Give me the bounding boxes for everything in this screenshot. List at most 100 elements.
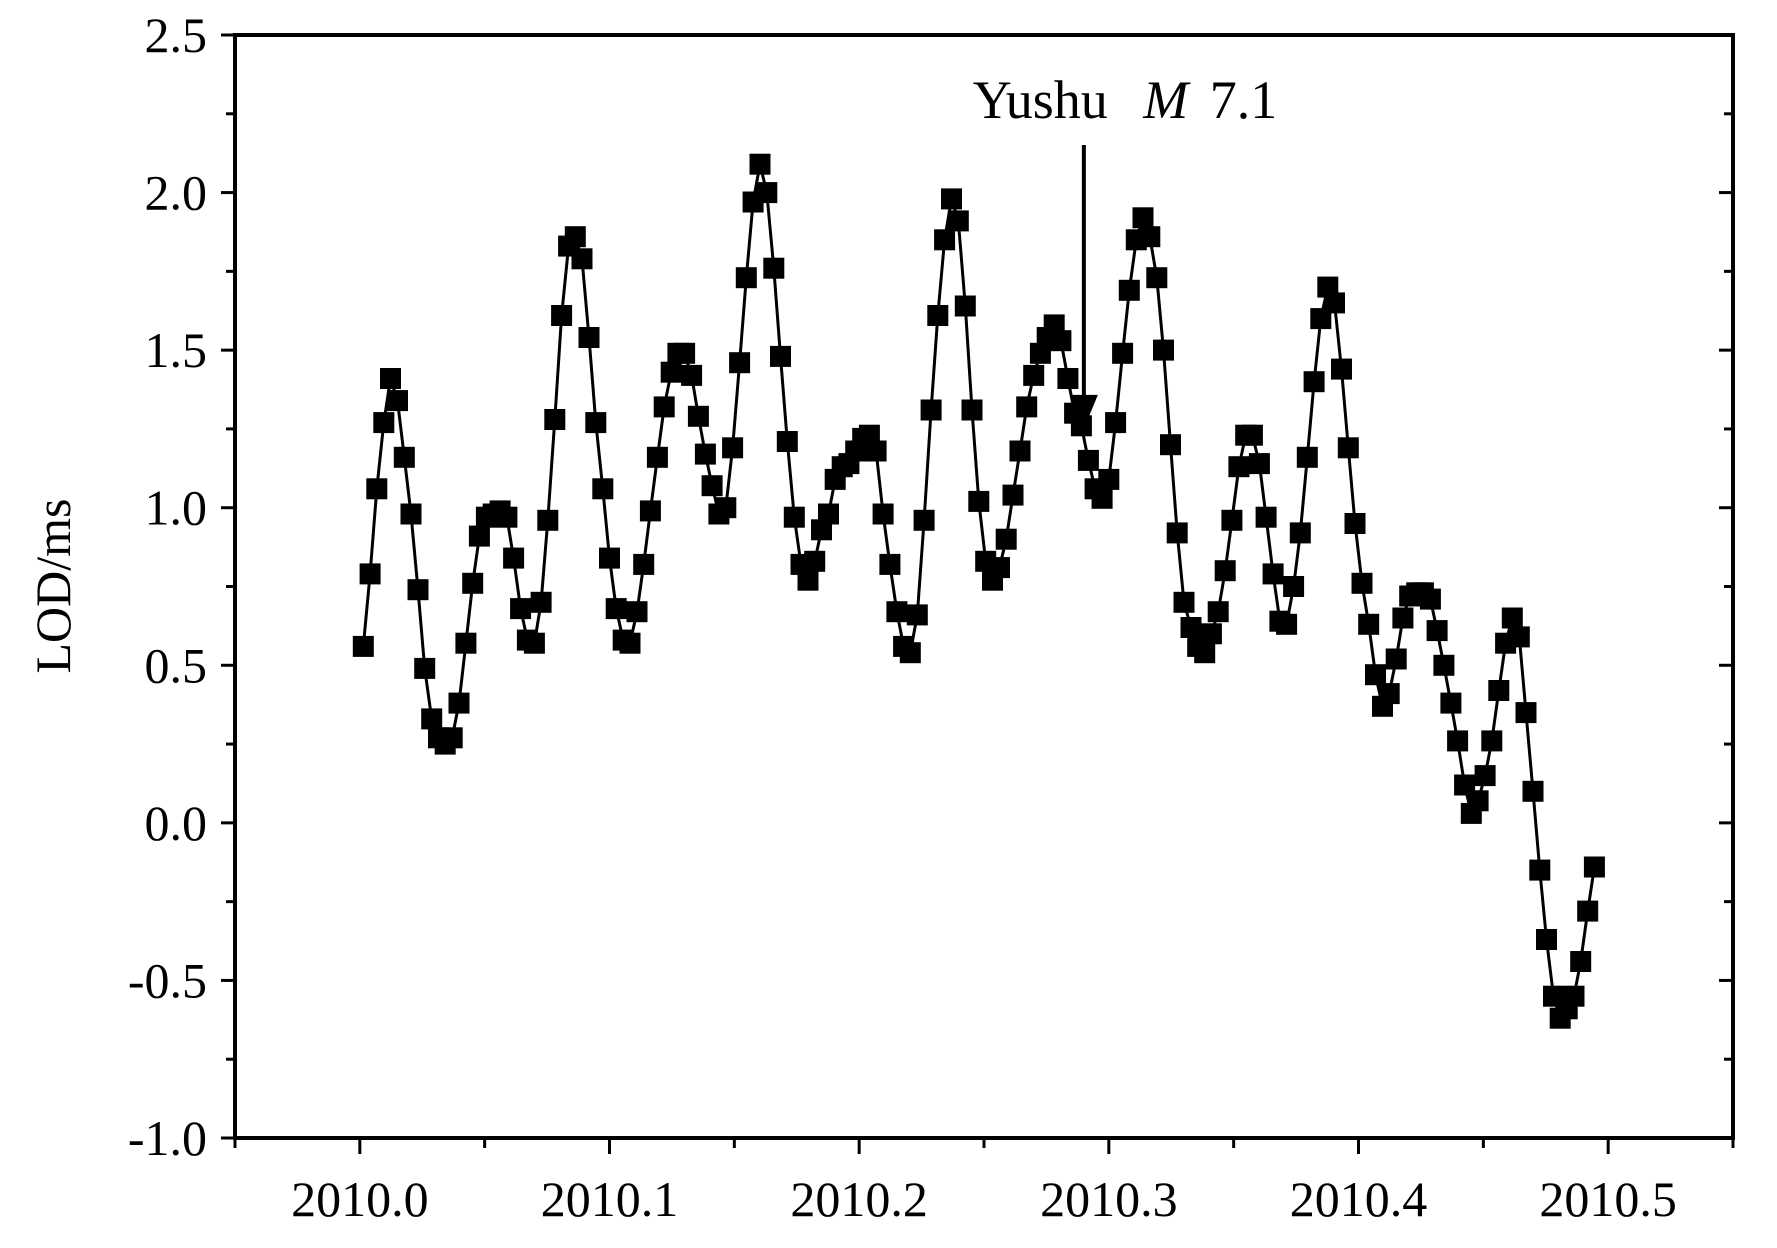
data-point [1207,601,1229,623]
data-point [1118,279,1140,301]
data-point [1296,446,1318,468]
data-point [366,478,388,500]
data-point [1248,453,1270,475]
data-point [1043,314,1065,336]
x-tick-label: 2010.5 [1539,1171,1677,1227]
data-point [1563,985,1585,1007]
data-point [1583,856,1605,878]
data-point [468,525,490,547]
data-point [387,390,408,412]
x-tick-label: 2010.4 [1290,1171,1428,1227]
data-point [1365,664,1386,686]
data-point [722,437,744,459]
data-point [380,368,401,389]
data-point [1488,680,1510,701]
data-point [1501,607,1523,629]
data-point [818,503,839,525]
data-point [934,229,956,251]
data-point [503,547,525,569]
data-point [1173,591,1195,613]
data-point [715,497,737,519]
data-point [1255,506,1277,528]
data-point [1508,626,1530,648]
data-point [1112,342,1134,364]
data-point [858,424,880,446]
data-point [1214,560,1236,582]
data-point [941,188,962,210]
data-point [448,692,470,714]
data-point [510,598,532,620]
data-point [1577,900,1599,922]
series-points [352,153,1605,1029]
data-point [1474,765,1496,787]
y-tick-label: 1.5 [145,322,208,378]
data-point [496,506,518,528]
data-point [763,257,785,279]
y-tick-label: 2.5 [145,7,208,63]
data-point [1023,364,1045,386]
data-point [1276,613,1298,635]
data-point [1570,951,1592,972]
data-point [954,295,976,317]
data-point [1303,371,1325,393]
x-tick-label: 2010.1 [541,1171,679,1227]
data-point [1228,456,1250,478]
y-tick-label: 0.0 [145,795,208,851]
x-tick-label: 2010.3 [1040,1171,1178,1227]
annotation-label: Yushu M 7.1 [973,70,1278,130]
data-point [373,412,395,434]
y-tick-label: 0.5 [145,637,208,693]
data-point [1146,267,1168,289]
data-point [407,579,429,601]
data-point [1467,790,1489,812]
data-point [1289,522,1311,544]
data-point [1515,702,1537,724]
annotation-magnitude-value: 7.1 [1210,70,1278,130]
data-point [523,632,545,654]
data-point [1324,292,1345,314]
data-point [352,635,374,657]
data-point [1331,358,1352,380]
data-point [783,506,805,528]
data-point [865,440,887,462]
data-point [1241,424,1263,446]
data-point [537,509,559,531]
data-point [906,604,928,626]
data-point [735,267,757,289]
data-point [872,503,894,525]
data-point [455,632,477,654]
data-point [989,557,1010,579]
data-point [1447,730,1469,752]
x-axis-ticks [233,1138,1735,1154]
y-axis-ticks [221,33,1733,1140]
annotation-arrow-head [1069,394,1098,429]
y-tick-label: 2.0 [145,165,208,221]
data-point [571,248,593,270]
data-point [653,396,675,418]
data-point [1351,572,1373,594]
annotation-place: Yushu [973,70,1108,130]
data-point [619,632,641,654]
data-point [1200,623,1222,645]
data-point [564,226,586,248]
data-point [1378,683,1400,705]
data-point [421,708,443,730]
data-point [1180,617,1202,638]
data-point [1016,396,1038,418]
data-point [578,327,600,348]
data-point [927,305,949,326]
data-point [1221,509,1243,531]
data-point [811,519,832,541]
data-point [1344,513,1366,534]
data-point [1529,859,1551,881]
data-point [1454,774,1476,796]
data-point [776,431,798,452]
data-point [1057,368,1079,389]
data-point [879,553,901,575]
data-point [400,503,422,525]
data-point [1077,449,1099,471]
data-point [1481,730,1503,752]
data-point [1337,437,1359,459]
data-point [530,591,552,613]
